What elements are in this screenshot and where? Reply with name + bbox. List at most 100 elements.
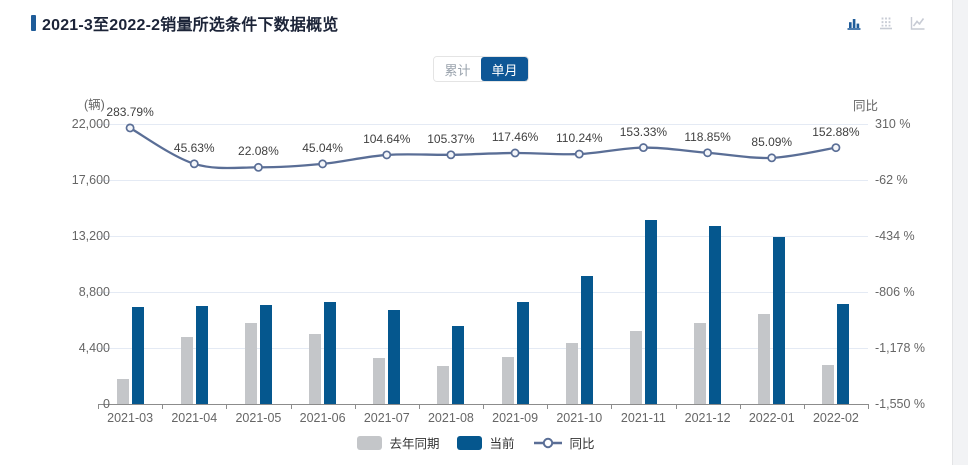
- right-axis-unit: 同比: [853, 99, 879, 113]
- left-axis-tick-label: 17,600: [71, 173, 110, 187]
- yoy-point-label: 152.88%: [812, 124, 860, 139]
- yoy-line-point[interactable]: [574, 149, 584, 159]
- yoy-line-point[interactable]: [510, 148, 520, 158]
- gridline: [98, 124, 868, 125]
- x-axis-category-label: 2021-07: [363, 411, 410, 425]
- chart-legend: 去年同期 当前 同比: [0, 433, 952, 452]
- yoy-point-label: 22.08%: [238, 144, 279, 159]
- gridline: [98, 180, 868, 181]
- legend-label: 同比: [569, 437, 595, 451]
- yoy-line-point[interactable]: [831, 143, 841, 153]
- x-axis-tick: [739, 404, 741, 409]
- bar-last-year[interactable]: [758, 313, 771, 404]
- x-axis-tick: [483, 404, 484, 409]
- yoy-point-label: 110.24%: [556, 131, 603, 146]
- legend-label: 当前: [489, 437, 515, 451]
- yoy-line-point[interactable]: [703, 148, 713, 158]
- yoy-line-point[interactable]: [767, 153, 777, 163]
- x-axis-category-label: 2021-05: [235, 411, 282, 425]
- legend-line-marker: [533, 437, 562, 448]
- x-axis-category-label: 2021-08: [427, 411, 474, 425]
- toggle-monthly[interactable]: 单月: [481, 57, 528, 81]
- x-axis-tick: [354, 404, 356, 409]
- x-axis-category-label: 2022-02: [812, 411, 859, 425]
- yoy-line-point[interactable]: [125, 123, 135, 133]
- legend-item[interactable]: 去年同期: [357, 433, 439, 452]
- x-axis-category-label: 2022-01: [748, 411, 795, 425]
- bar-current[interactable]: [773, 236, 786, 404]
- right-axis-tick-label: 310 %: [875, 117, 911, 131]
- yoy-line-point[interactable]: [189, 159, 199, 169]
- period-toggle: 累计 单月: [433, 56, 529, 82]
- yoy-point-label: 45.63%: [173, 140, 215, 155]
- legend-swatch: [457, 435, 483, 450]
- yoy-point-label: 117.46%: [491, 129, 539, 144]
- bar-last-year[interactable]: [437, 365, 450, 404]
- chart-type-switcher: [846, 15, 926, 31]
- x-axis-tick: [162, 404, 164, 409]
- x-axis-tick: [803, 404, 805, 409]
- bar-current[interactable]: [324, 302, 337, 404]
- legend-label: 去年同期: [389, 437, 440, 451]
- right-axis-tick-label: -62 %: [875, 173, 908, 187]
- yoy-line-point[interactable]: [638, 143, 648, 153]
- bar-current[interactable]: [131, 307, 144, 404]
- bar-last-year[interactable]: [244, 322, 257, 404]
- legend-item[interactable]: 同比: [533, 433, 595, 452]
- bar-last-year[interactable]: [501, 356, 514, 404]
- yoy-line-point[interactable]: [253, 162, 263, 172]
- left-axis-tick-label: 22,000: [71, 117, 110, 131]
- yoy-line-point[interactable]: [318, 159, 328, 169]
- yoy-point-label: 85.09%: [751, 134, 793, 149]
- x-axis-tick: [418, 404, 420, 409]
- page-background-strip: [952, 0, 968, 465]
- gridline: [98, 348, 868, 349]
- yoy-point-label: 105.37%: [427, 131, 475, 146]
- right-axis-tick-label: -1,550 %: [875, 397, 926, 411]
- bar-last-year[interactable]: [565, 342, 578, 404]
- bar-last-year[interactable]: [116, 378, 129, 404]
- title-accent-bar: [31, 15, 36, 31]
- bar-current[interactable]: [516, 301, 529, 404]
- bar-current[interactable]: [195, 305, 208, 404]
- yoy-line-point[interactable]: [382, 150, 392, 160]
- bar-last-year[interactable]: [822, 364, 835, 404]
- bar-current[interactable]: [837, 304, 850, 404]
- left-axis-tick-label: 8,800: [78, 285, 110, 299]
- x-axis-category-label: 2021-12: [684, 411, 731, 425]
- left-axis-tick-label: 0: [103, 397, 110, 411]
- legend-item[interactable]: 当前: [457, 433, 515, 452]
- left-axis-tick-label: 4,400: [78, 341, 110, 355]
- bar-last-year[interactable]: [694, 322, 707, 404]
- page-title: 2021-3至2022-2销量所选条件下数据概览: [42, 17, 339, 34]
- bar-last-year[interactable]: [180, 336, 193, 404]
- bar-current[interactable]: [452, 325, 465, 404]
- bar-current[interactable]: [644, 220, 657, 404]
- dotted-bar-chart-icon[interactable]: [878, 15, 894, 31]
- bar-last-year[interactable]: [629, 331, 642, 404]
- x-axis-category-label: 2021-03: [107, 411, 154, 425]
- bar-last-year[interactable]: [309, 334, 322, 404]
- bar-current[interactable]: [388, 310, 401, 404]
- yoy-point-label: 153.33%: [619, 124, 668, 139]
- toggle-cumulative[interactable]: 累计: [434, 57, 481, 81]
- bar-current[interactable]: [709, 225, 722, 404]
- right-axis-tick-label: -806 %: [875, 285, 915, 299]
- x-axis-tick: [226, 404, 228, 409]
- x-axis-tick: [98, 404, 99, 409]
- bar-last-year[interactable]: [373, 358, 386, 404]
- x-axis-category-label: 2021-09: [492, 411, 539, 425]
- line-chart-icon[interactable]: [910, 15, 926, 31]
- bar-current[interactable]: [259, 304, 272, 404]
- right-axis-tick-label: -1,178 %: [875, 341, 926, 355]
- legend-swatch: [357, 435, 383, 450]
- x-axis-category-label: 2021-04: [171, 411, 218, 425]
- gridline: [98, 292, 868, 293]
- bar-chart-icon[interactable]: [846, 15, 862, 31]
- yoy-line-point[interactable]: [446, 150, 456, 160]
- yoy-point-label: 118.85%: [684, 129, 731, 144]
- x-axis-tick: [611, 404, 613, 409]
- x-axis-category-label: 2021-10: [556, 411, 603, 425]
- bar-current[interactable]: [580, 275, 593, 404]
